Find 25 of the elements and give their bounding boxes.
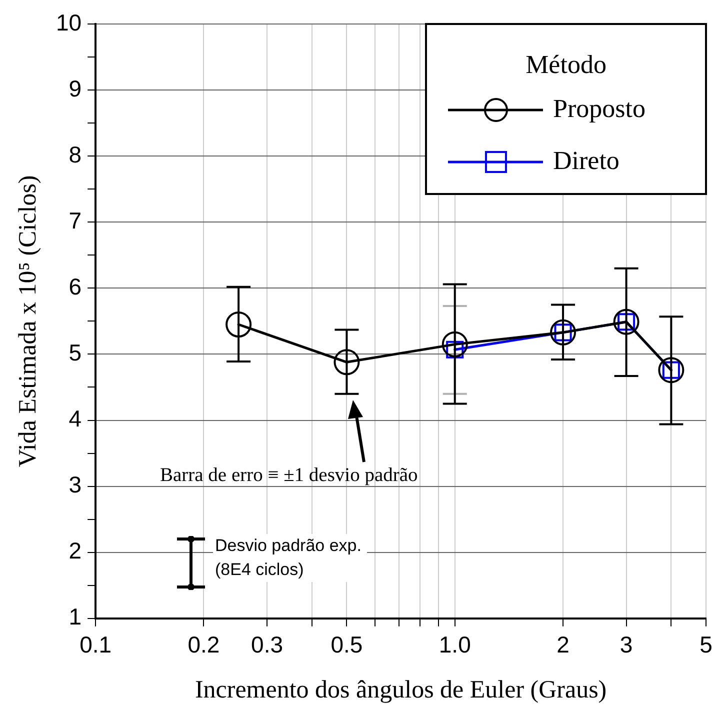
x-tick-label: 5 (700, 632, 712, 658)
x-tick-label: 0.2 (188, 632, 220, 658)
y-tick-label: 6 (68, 274, 82, 300)
y-tick-label: 2 (68, 538, 82, 564)
x-tick-label: 2 (556, 632, 570, 658)
y-tick-label: 10 (56, 9, 82, 36)
legend-label: Proposto (553, 94, 646, 123)
y-tick-label: 7 (68, 207, 82, 234)
x-tick-label: 0.5 (330, 632, 363, 658)
legend-label: Direto (553, 146, 620, 175)
y-tick-label: 1 (68, 604, 82, 630)
x-tick-label: 1.0 (438, 632, 471, 658)
annotation: Barra de erro ≡ ±1 desvio padrão (160, 464, 418, 488)
y-tick-label: 3 (68, 472, 82, 498)
x-tick-label: 0.1 (80, 632, 112, 658)
x-tick-label: 0.3 (251, 632, 283, 658)
y-tick-label: 9 (68, 75, 82, 102)
x-tick-label: 3 (620, 632, 633, 658)
x-axis-title: Incremento dos ângulos de Euler (Graus) (194, 676, 607, 704)
legend-title: Método (526, 50, 606, 79)
y-axis-title: Vida Estimada x 10⁵ (Ciclos) (14, 175, 42, 468)
y-tick-label: 8 (68, 141, 82, 168)
y-tick-label: 4 (68, 406, 82, 432)
annotation: Desvio padrão exp. (8E4 ciclos) (213, 534, 367, 582)
y-tick-label: 5 (68, 340, 82, 366)
